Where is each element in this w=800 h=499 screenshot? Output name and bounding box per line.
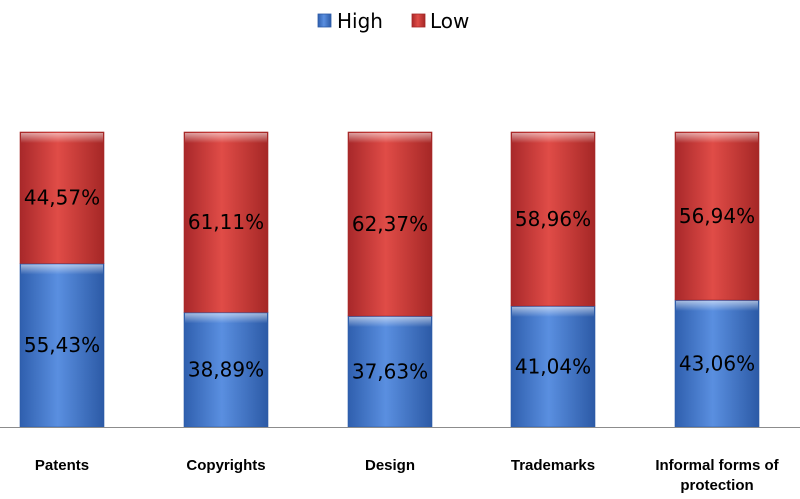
category-label-2: Copyrights [186, 457, 265, 474]
bar-high-4 [510, 305, 596, 428]
bar-highlight-high-5 [676, 300, 758, 311]
legend: High Low [317, 9, 469, 33]
bar-highlight-low-4 [512, 133, 594, 143]
bar-highlight-low-5 [676, 133, 758, 143]
legend-swatch-high [317, 13, 332, 28]
bar-low-4 [510, 131, 596, 307]
bar-high-3 [347, 315, 433, 428]
data-label-low-2: 61,11% [188, 210, 264, 234]
data-label-low-4: 58,96% [515, 207, 591, 231]
data-label-high-3: 37,63% [352, 359, 428, 383]
data-label-high-5: 43,06% [679, 351, 755, 375]
bar-highlight-high-3 [349, 316, 431, 327]
data-label-high-2: 38,89% [188, 358, 264, 382]
data-label-low-1: 44,57% [24, 186, 100, 210]
bar-highlight-high-2 [185, 313, 267, 324]
plot-area: 55,43% 44,57% Patents 38,89% 61,11% Copyright… [0, 131, 800, 494]
data-label-high-1: 55,43% [24, 333, 100, 357]
bar-highlight-low-2 [185, 133, 267, 143]
bar-low-2 [183, 131, 269, 313]
legend-item-low: Low [411, 9, 469, 33]
bar-low-3 [347, 131, 433, 317]
category-label-4: Trademarks [511, 457, 595, 474]
category-label-1: Patents [35, 457, 89, 474]
bar-highlight-low-1 [21, 133, 103, 143]
legend-swatch-low [411, 13, 426, 28]
legend-label-low: Low [430, 9, 469, 33]
bar-low-5 [674, 131, 760, 301]
legend-item-high: High [317, 9, 383, 33]
legend-label-high: High [337, 9, 383, 33]
bar-high-1 [19, 263, 105, 428]
category-label-5: Informal forms of protection [655, 457, 779, 494]
bar-highlight-high-1 [21, 264, 103, 275]
bar-highlight-low-3 [349, 133, 431, 143]
bar-highlight-high-4 [512, 306, 594, 317]
data-label-low-5: 56,94% [679, 204, 755, 228]
data-label-high-4: 41,04% [515, 354, 591, 378]
data-label-low-3: 62,37% [352, 212, 428, 236]
bar-low-1 [19, 131, 105, 264]
category-label-3: Design [365, 457, 415, 474]
